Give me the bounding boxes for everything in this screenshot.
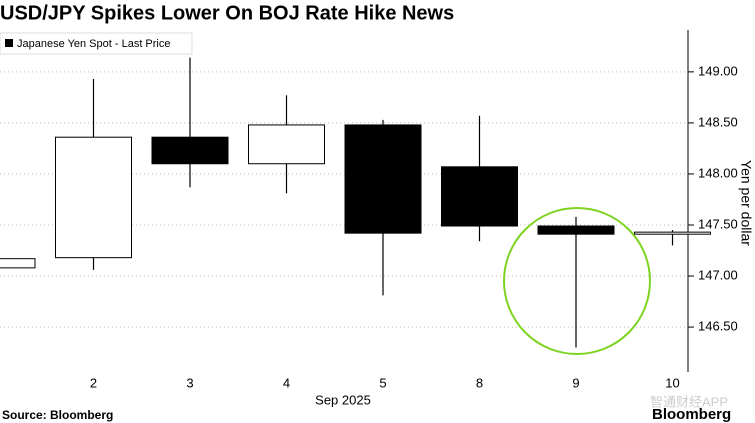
x-tick-label: 9 [572, 375, 579, 390]
candle-body [0, 258, 36, 269]
y-tick-label: 148.00 [698, 165, 738, 180]
candle-body [634, 231, 711, 235]
candle-body [441, 166, 518, 227]
y-tick-label: 147.00 [698, 267, 738, 282]
x-tick-label: 5 [379, 375, 386, 390]
x-tick-label: 3 [186, 375, 193, 390]
legend-box [0, 32, 193, 55]
watermark: 智通财经APP [650, 394, 728, 409]
x-axis-label: Sep 2025 [315, 392, 371, 407]
x-tick-label: 8 [476, 375, 483, 390]
candle-body [344, 124, 422, 234]
candle-body [248, 124, 325, 165]
chart-title: USD/JPY Spikes Lower On BOJ Rate Hike Ne… [0, 2, 454, 24]
candle-body [151, 136, 229, 165]
candle-body [55, 136, 132, 259]
y-tick-label: 149.00 [698, 63, 738, 78]
source: Source: Bloomberg [2, 408, 113, 422]
y-tick-label: 148.50 [698, 114, 738, 129]
legend-label: Japanese Yen Spot - Last Price [17, 38, 171, 50]
y-tick-label: 146.50 [698, 319, 738, 334]
y-axis-label: Yen per dollar [738, 160, 754, 246]
x-tick-label: 10 [665, 375, 679, 390]
x-tick-label: 2 [90, 375, 97, 390]
legend-swatch [5, 39, 13, 47]
x-tick-label: 4 [283, 375, 290, 390]
candle-body [537, 225, 615, 235]
y-tick-label: 147.50 [698, 216, 738, 231]
highlight-circle [503, 207, 651, 355]
brand: Bloomberg [652, 406, 731, 423]
